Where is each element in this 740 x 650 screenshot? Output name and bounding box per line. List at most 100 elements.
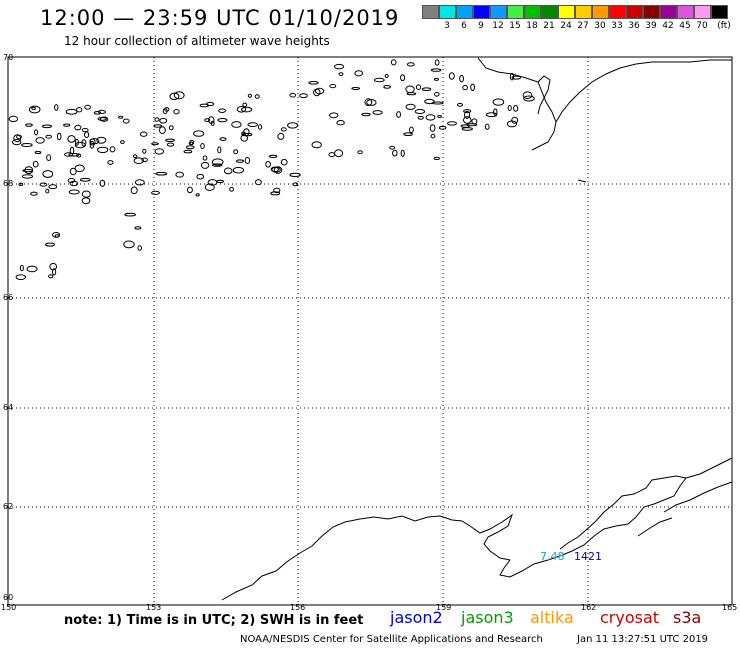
- wave-contour: [511, 116, 519, 124]
- wave-contour: [233, 149, 239, 155]
- wave-contour: [289, 172, 301, 177]
- wave-contour: [287, 122, 299, 129]
- wave-contour: [134, 226, 142, 230]
- wave-contour: [424, 98, 435, 105]
- wave-contour: [96, 136, 107, 144]
- wave-contour: [35, 137, 45, 144]
- wave-contour: [159, 126, 166, 135]
- wave-contour: [81, 139, 87, 147]
- wave-contour: [493, 108, 498, 116]
- wave-contour: [120, 140, 125, 145]
- wave-contour: [219, 137, 227, 142]
- color-scale-swatch: [711, 5, 728, 19]
- wave-contour: [354, 70, 364, 77]
- color-scale-swatch: [558, 5, 575, 19]
- wave-contour: [151, 142, 159, 146]
- wave-contour: [280, 158, 288, 166]
- map-frame: [7, 56, 733, 606]
- color-scale-label: 36: [628, 21, 640, 31]
- wave-contour: [81, 128, 89, 133]
- wave-contour: [204, 118, 211, 122]
- wave-contour: [241, 132, 253, 137]
- wave-contour: [437, 115, 443, 118]
- color-scale-swatch: [609, 5, 626, 19]
- wave-contour: [139, 131, 148, 137]
- wave-contour: [484, 123, 490, 130]
- wave-contour: [169, 92, 180, 101]
- wave-contour: [509, 72, 515, 81]
- observation-value-time: 1421: [574, 550, 602, 563]
- wave-contour: [438, 125, 447, 130]
- wave-contour: [153, 124, 163, 128]
- longitude-label: 153: [146, 603, 161, 612]
- longitude-label: 150: [1, 603, 16, 612]
- wave-contour: [89, 138, 100, 145]
- wave-contour: [74, 141, 86, 149]
- wave-contour: [67, 135, 76, 143]
- wave-contour: [200, 143, 205, 149]
- wave-contour: [56, 132, 62, 141]
- wave-contour: [389, 145, 396, 150]
- wave-contour: [211, 158, 224, 166]
- color-scale-label: 39: [645, 21, 657, 31]
- wave-contour: [430, 68, 442, 72]
- color-scale-swatch: [456, 5, 473, 19]
- wave-contour: [400, 149, 405, 157]
- wave-contour: [175, 171, 184, 178]
- wave-contour: [30, 191, 38, 196]
- wave-contour: [236, 159, 244, 163]
- wave-contour: [159, 117, 168, 124]
- wave-contour: [414, 109, 426, 114]
- wave-contour: [81, 190, 91, 198]
- wave-contour: [42, 170, 54, 178]
- color-scale-swatch: [524, 5, 541, 19]
- graticule: [8, 57, 732, 605]
- wave-contour: [15, 274, 26, 281]
- wave-contour: [68, 153, 80, 157]
- wave-contour: [236, 106, 247, 113]
- wave-contour: [142, 148, 147, 154]
- wave-contours: [8, 59, 535, 281]
- coastline: [221, 57, 733, 601]
- color-scale-swatch: [626, 5, 643, 19]
- wave-contour: [202, 155, 208, 161]
- wave-contour: [247, 93, 252, 98]
- longitude-label: 162: [581, 603, 596, 612]
- wave-contour: [433, 156, 440, 160]
- color-scale-unit: (ft): [717, 21, 731, 31]
- wave-contour: [8, 115, 19, 123]
- wave-contour: [39, 182, 48, 187]
- wave-contour: [137, 245, 142, 251]
- wave-contour: [229, 186, 235, 192]
- wave-contour: [99, 116, 109, 122]
- wave-contour: [76, 107, 83, 113]
- wave-contour: [97, 117, 107, 121]
- latitude-label: 68: [3, 179, 13, 188]
- wave-contour: [268, 154, 278, 158]
- wave-contour: [216, 179, 224, 184]
- wave-contour: [31, 106, 36, 111]
- wave-contour: [258, 124, 263, 130]
- wave-contour: [273, 166, 283, 174]
- wave-contour: [409, 126, 414, 134]
- wave-contour: [196, 173, 205, 180]
- wave-contour: [109, 146, 116, 153]
- wave-contour: [26, 265, 38, 273]
- wave-contour: [459, 74, 465, 83]
- wave-contour: [292, 182, 299, 187]
- wave-contour: [123, 240, 135, 249]
- wave-contour: [154, 148, 165, 155]
- wave-contour: [166, 142, 175, 147]
- wave-contour: [22, 169, 34, 173]
- wave-contour: [173, 109, 180, 115]
- color-scale-swatch: [439, 5, 456, 19]
- wave-contour: [42, 124, 52, 129]
- latitude-label: 62: [3, 502, 13, 511]
- wave-contour: [122, 118, 130, 124]
- color-scale-swatch: [507, 5, 524, 19]
- wave-contour: [19, 264, 24, 272]
- satellite-label-cryosat: cryosat: [600, 608, 660, 627]
- wave-contour: [433, 77, 439, 81]
- wave-contour: [464, 110, 471, 119]
- wave-contour: [289, 92, 297, 98]
